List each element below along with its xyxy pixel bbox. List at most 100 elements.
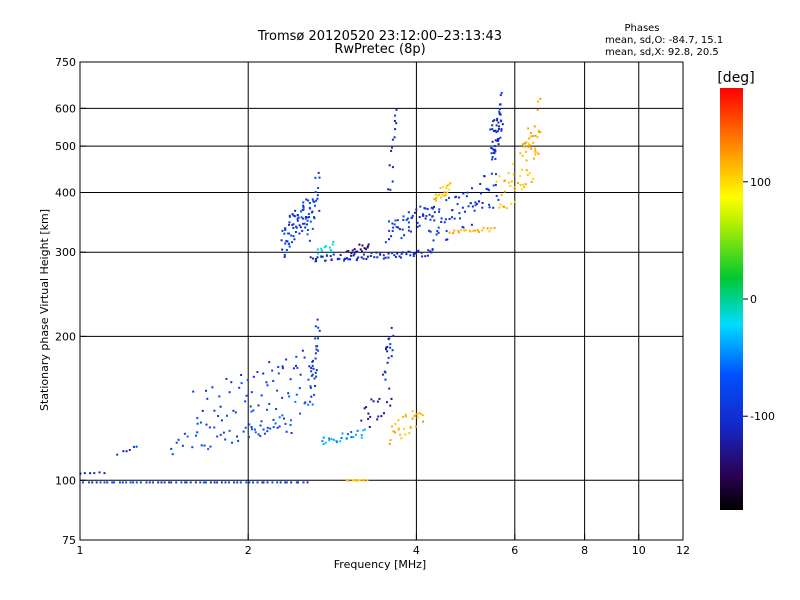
data-point [310, 367, 313, 369]
data-point [500, 129, 503, 132]
x-tick-label: 4 [413, 544, 420, 557]
data-point [279, 481, 282, 484]
data-point [383, 370, 386, 373]
data-point [290, 481, 293, 484]
data-point [357, 256, 360, 259]
data-point [132, 481, 135, 484]
data-point [449, 182, 452, 184]
data-point [398, 255, 401, 258]
data-point [362, 257, 365, 260]
data-point [507, 172, 510, 175]
data-point [436, 230, 439, 232]
data-point [278, 416, 281, 419]
data-point [407, 211, 410, 214]
data-point [81, 481, 84, 484]
data-point [242, 430, 245, 433]
data-point [376, 418, 379, 421]
data-point [260, 394, 263, 397]
data-point [219, 433, 222, 436]
data-point [388, 442, 391, 445]
data-point [288, 223, 290, 226]
data-point [494, 139, 497, 142]
data-point [98, 471, 101, 474]
data-point [266, 481, 269, 484]
data-point [414, 252, 417, 255]
data-point [499, 119, 502, 122]
data-point [311, 198, 314, 201]
data-point [388, 238, 390, 241]
data-point [317, 349, 320, 352]
data-point [125, 481, 128, 484]
data-point [409, 254, 412, 257]
data-point [177, 438, 180, 441]
data-point [288, 214, 291, 217]
data-point [407, 221, 410, 224]
data-point [160, 481, 163, 484]
data-point [355, 433, 357, 436]
data-point [386, 350, 389, 353]
data-point [367, 412, 370, 415]
data-point [434, 193, 437, 196]
data-point [316, 345, 319, 348]
data-point [356, 429, 359, 432]
data-point [95, 481, 98, 484]
data-point [526, 173, 529, 176]
data-point [393, 136, 396, 139]
phases-o-line: mean, sd,O: -84.7, 15.1 [605, 35, 723, 46]
data-point [356, 257, 359, 260]
data-point [103, 472, 106, 475]
data-point [393, 120, 396, 122]
data-point [397, 419, 400, 422]
data-point [309, 385, 312, 388]
data-point [330, 437, 333, 440]
y-tick-label: 500 [55, 140, 76, 153]
data-point [314, 260, 316, 263]
x-tick-label: 8 [581, 544, 588, 557]
data-point [287, 232, 290, 235]
data-point [246, 378, 249, 381]
data-point [448, 231, 451, 234]
data-point [296, 214, 299, 216]
data-point [476, 229, 479, 232]
data-point [440, 220, 443, 223]
data-point [494, 158, 497, 160]
data-point [308, 216, 311, 218]
data-point [230, 381, 233, 384]
data-point [249, 405, 252, 408]
data-point [479, 183, 482, 185]
data-point [308, 365, 311, 368]
data-point [278, 425, 281, 428]
data-point [312, 367, 315, 370]
data-point [376, 256, 379, 259]
data-point [394, 219, 397, 222]
data-point [338, 257, 341, 260]
data-point [525, 169, 528, 172]
data-point [433, 219, 436, 222]
data-point [424, 255, 427, 258]
data-point [288, 221, 291, 224]
data-point [283, 253, 286, 256]
data-point [288, 245, 291, 248]
data-point [418, 216, 421, 218]
data-point [457, 231, 460, 234]
data-point [206, 397, 209, 400]
data-point [285, 240, 288, 243]
data-point [498, 111, 501, 114]
data-point [499, 203, 502, 206]
data-point [536, 136, 539, 139]
data-point [488, 206, 491, 209]
data-point [277, 366, 280, 368]
data-point [436, 194, 439, 197]
data-point [139, 481, 142, 484]
data-point [416, 225, 419, 228]
data-point [440, 196, 442, 199]
data-point [275, 408, 278, 410]
data-point [386, 345, 389, 348]
data-point [293, 238, 296, 241]
data-point [360, 419, 363, 422]
data-point [305, 216, 307, 218]
data-points [79, 91, 542, 484]
data-point [335, 440, 338, 442]
data-point [307, 403, 310, 406]
data-point [157, 481, 160, 484]
